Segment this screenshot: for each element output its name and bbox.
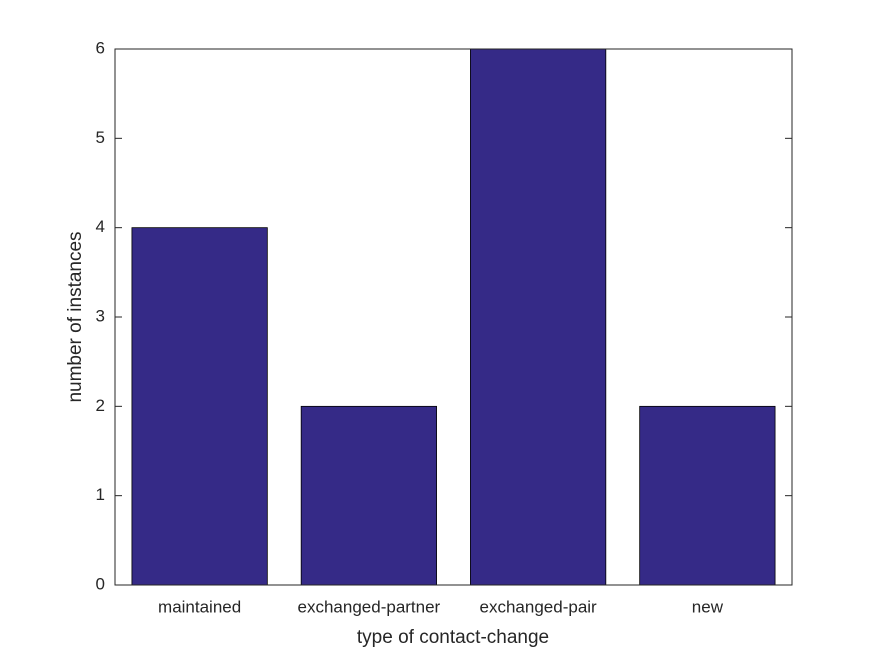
y-tick-label: 2 [96, 396, 105, 415]
x-tick-label: exchanged-pair [480, 597, 598, 616]
y-tick-label: 4 [96, 217, 105, 236]
y-axis-label: number of instances [65, 231, 86, 402]
x-tick-label: exchanged-partner [298, 597, 441, 616]
y-tick-label: 3 [96, 306, 105, 325]
bar [300, 405, 437, 586]
y-tick-label: 5 [96, 128, 105, 147]
x-tick-label: maintained [158, 597, 241, 616]
bar [470, 48, 607, 586]
y-tick-label: 0 [96, 574, 105, 593]
bar [639, 405, 776, 586]
x-axis-label: type of contact-change [357, 627, 549, 648]
y-tick-label: 1 [96, 485, 105, 504]
y-tick-label: 6 [96, 38, 105, 57]
x-tick-label: new [692, 597, 724, 616]
bar [131, 227, 268, 586]
